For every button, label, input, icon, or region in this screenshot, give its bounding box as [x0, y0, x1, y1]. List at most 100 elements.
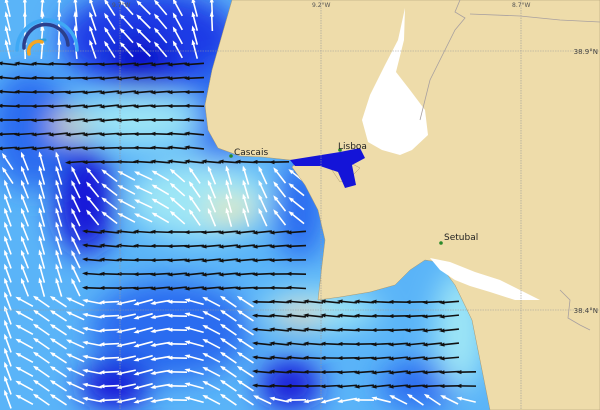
wave-arrow-head [116, 399, 122, 404]
wave-arrow-head [57, 0, 62, 3]
wave-arrow-head [55, 165, 60, 172]
wave-arrow-head [71, 250, 76, 256]
wave-arrow-head [133, 229, 139, 234]
wave-arrow-head [99, 104, 105, 109]
wave-arrow-head [201, 244, 207, 249]
wave-arrow-head [167, 76, 173, 81]
wave-arrow-head [1, 152, 7, 159]
wave-arrow-head [303, 327, 309, 332]
wave-arrow-head [133, 301, 140, 306]
wave-arrow-head [71, 222, 76, 228]
wave-arrow-head [422, 384, 428, 389]
wave-arrow-head [136, 0, 142, 6]
wave-arrow-head [258, 208, 263, 214]
wave-arrow-head [218, 159, 224, 164]
wave-arrow-head [172, 0, 178, 5]
wave-arrow-head [99, 342, 105, 347]
wave-arrow-head [65, 118, 71, 123]
wave-arrow-head [422, 300, 428, 305]
wave-arrow-head [235, 286, 241, 291]
wave-arrow-head [184, 244, 190, 249]
wave-arrow-head [133, 90, 139, 95]
wave-arrow-head [82, 396, 88, 401]
city-label-setubal[interactable]: Setubal [444, 233, 478, 243]
wave-arrow-head [320, 341, 326, 346]
wave-arrow-head [133, 243, 139, 248]
wave-arrow-head [167, 272, 173, 277]
wave-arrow-head [65, 160, 71, 165]
wave-arrow-head [258, 166, 263, 172]
wave-arrow-head [20, 235, 25, 242]
wave-arrow-head [22, 11, 27, 17]
wave-arrow-head [57, 39, 62, 45]
wave-arrow-head [150, 90, 156, 95]
wave-arrow-head [82, 340, 88, 345]
wave-arrow-head [57, 11, 62, 17]
wave-arrow-head [169, 182, 176, 188]
wave-arrow-head [31, 132, 37, 137]
city-label-lisboa[interactable]: Lisboa [338, 142, 367, 152]
wave-arrow-head [191, 25, 196, 32]
wave-arrow-head [86, 181, 92, 187]
wave-arrow-head [55, 221, 60, 228]
wave-arrow-head [354, 299, 360, 304]
wave-arrow-head [188, 208, 194, 215]
wave-arrow-head [65, 90, 71, 95]
wave-arrow-head [86, 167, 92, 173]
wave-arrow-head [303, 299, 309, 304]
wave-arrow-head [99, 76, 105, 81]
wave-arrow-head [15, 310, 22, 316]
wave-arrow-head [20, 179, 25, 186]
wave-arrow-head [82, 368, 88, 373]
wave-arrow-head [32, 365, 39, 371]
wave-arrow-head [167, 327, 173, 332]
wave-arrow-head [303, 369, 309, 374]
wave-arrow-head [184, 286, 190, 291]
wave-arrow-head [65, 76, 71, 81]
wave-arrow-head [14, 146, 20, 151]
wave-arrow-head [167, 244, 173, 249]
wave-arrow-head [150, 243, 156, 249]
wave-arrow-head [225, 207, 230, 214]
wave-arrow-head [389, 395, 395, 400]
wave-arrow-head [40, 0, 45, 3]
wave-arrow-head [4, 277, 9, 284]
wave-arrow-head [55, 207, 60, 214]
wave-arrow-head [116, 243, 122, 248]
wave-arrow-head [116, 301, 122, 306]
wave-arrow-head [38, 151, 43, 158]
city-label-cascais[interactable]: Cascais [234, 148, 268, 158]
wave-arrow-head [4, 25, 9, 32]
wave-arrow-head [184, 272, 190, 277]
wave-arrow-head [38, 263, 43, 270]
wave-arrow-head [49, 309, 56, 315]
wave-arrow-head [167, 286, 173, 291]
wave-arrow-head [119, 0, 125, 6]
wave-arrow-head [286, 369, 292, 374]
wave-arrow-head [49, 337, 56, 343]
wave-arrow-head [32, 295, 39, 301]
wave-arrow-head [0, 89, 3, 94]
wave-arrow-head [154, 0, 160, 6]
wave-arrow-head [0, 146, 3, 151]
wave-arrow-head [354, 313, 360, 318]
wave-arrow-head [184, 76, 190, 81]
wave-arrow-head [422, 356, 428, 361]
wave-arrow-head [31, 104, 37, 109]
wave-arrow-head [49, 365, 56, 371]
lon-label: 9.2°W [312, 2, 331, 9]
wave-arrow-head [286, 327, 292, 332]
wave-arrow-head [71, 208, 76, 214]
wave-arrow-head [99, 384, 105, 389]
wave-arrow-head [4, 389, 9, 396]
wave-arrow-head [252, 383, 258, 388]
wave-arrow-head [99, 300, 105, 305]
wave-arrow-head [38, 221, 43, 228]
wave-arrow-head [286, 299, 292, 304]
wave-arrow-head [48, 146, 54, 151]
wave-arrow-head [150, 314, 156, 319]
wave-arrow-head [99, 146, 105, 151]
